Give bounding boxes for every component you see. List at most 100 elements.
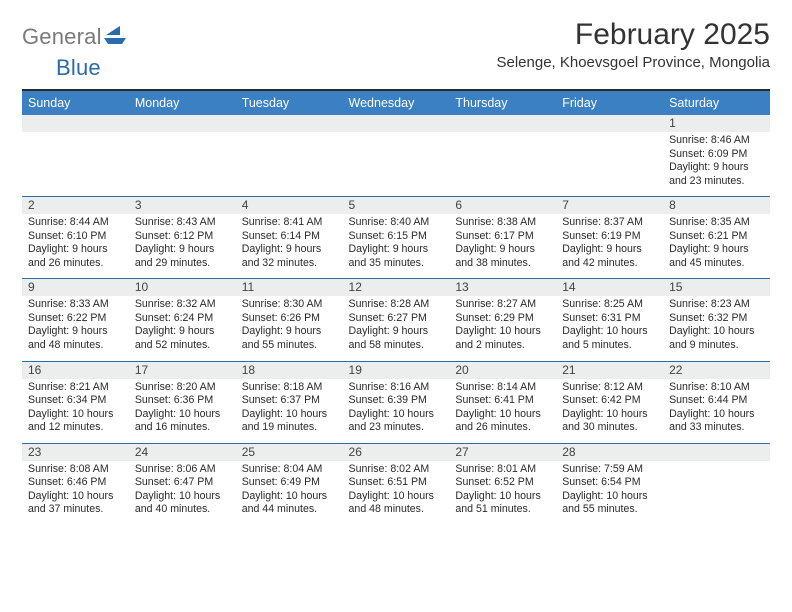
day-number: 17 [129, 362, 236, 379]
day-body [556, 132, 663, 192]
day-number: 5 [343, 197, 450, 214]
sunset-text: Sunset: 6:21 PM [669, 230, 764, 244]
day-cell: 28Sunrise: 7:59 AMSunset: 6:54 PMDayligh… [556, 443, 663, 525]
sunset-text: Sunset: 6:09 PM [669, 148, 764, 162]
day-number: 25 [236, 444, 343, 461]
day-cell: 10Sunrise: 8:32 AMSunset: 6:24 PMDayligh… [129, 279, 236, 361]
sunset-text: Sunset: 6:52 PM [455, 476, 550, 490]
day-body: Sunrise: 8:21 AMSunset: 6:34 PMDaylight:… [22, 379, 129, 443]
day-cell: 26Sunrise: 8:02 AMSunset: 6:51 PMDayligh… [343, 443, 450, 525]
day-cell: 23Sunrise: 8:08 AMSunset: 6:46 PMDayligh… [22, 443, 129, 525]
brand-general: General [22, 24, 102, 50]
month-title: February 2025 [496, 18, 770, 52]
day-body: Sunrise: 8:23 AMSunset: 6:32 PMDaylight:… [663, 296, 770, 360]
daylight-text: Daylight: 10 hours and 51 minutes. [455, 490, 550, 517]
day-cell [449, 115, 556, 197]
daylight-text: Daylight: 9 hours and 55 minutes. [242, 325, 337, 352]
day-cell: 15Sunrise: 8:23 AMSunset: 6:32 PMDayligh… [663, 279, 770, 361]
day-number [449, 115, 556, 132]
sunrise-text: Sunrise: 8:35 AM [669, 216, 764, 230]
day-body: Sunrise: 8:08 AMSunset: 6:46 PMDaylight:… [22, 461, 129, 525]
day-body: Sunrise: 8:04 AMSunset: 6:49 PMDaylight:… [236, 461, 343, 525]
sunset-text: Sunset: 6:36 PM [135, 394, 230, 408]
daylight-text: Daylight: 10 hours and 9 minutes. [669, 325, 764, 352]
day-cell [236, 115, 343, 197]
daylight-text: Daylight: 9 hours and 42 minutes. [562, 243, 657, 270]
daylight-text: Daylight: 9 hours and 58 minutes. [349, 325, 444, 352]
sunrise-text: Sunrise: 8:01 AM [455, 463, 550, 477]
daylight-text: Daylight: 10 hours and 5 minutes. [562, 325, 657, 352]
sunrise-text: Sunrise: 8:37 AM [562, 216, 657, 230]
dow-thursday: Thursday [449, 91, 556, 115]
sunset-text: Sunset: 6:15 PM [349, 230, 444, 244]
day-cell: 6Sunrise: 8:38 AMSunset: 6:17 PMDaylight… [449, 197, 556, 279]
day-cell: 13Sunrise: 8:27 AMSunset: 6:29 PMDayligh… [449, 279, 556, 361]
day-number: 24 [129, 444, 236, 461]
dow-tuesday: Tuesday [236, 91, 343, 115]
day-cell: 25Sunrise: 8:04 AMSunset: 6:49 PMDayligh… [236, 443, 343, 525]
day-body: Sunrise: 8:12 AMSunset: 6:42 PMDaylight:… [556, 379, 663, 443]
day-cell: 7Sunrise: 8:37 AMSunset: 6:19 PMDaylight… [556, 197, 663, 279]
sunrise-text: Sunrise: 8:20 AM [135, 381, 230, 395]
day-body: Sunrise: 8:01 AMSunset: 6:52 PMDaylight:… [449, 461, 556, 525]
day-number: 9 [22, 279, 129, 296]
daylight-text: Daylight: 10 hours and 16 minutes. [135, 408, 230, 435]
daylight-text: Daylight: 9 hours and 29 minutes. [135, 243, 230, 270]
day-body: Sunrise: 8:32 AMSunset: 6:24 PMDaylight:… [129, 296, 236, 360]
sunset-text: Sunset: 6:42 PM [562, 394, 657, 408]
day-body: Sunrise: 8:18 AMSunset: 6:37 PMDaylight:… [236, 379, 343, 443]
sunset-text: Sunset: 6:22 PM [28, 312, 123, 326]
sunrise-text: Sunrise: 8:28 AM [349, 298, 444, 312]
day-body: Sunrise: 8:10 AMSunset: 6:44 PMDaylight:… [663, 379, 770, 443]
brand-blue: Blue [56, 55, 101, 81]
daylight-text: Daylight: 10 hours and 12 minutes. [28, 408, 123, 435]
sunrise-text: Sunrise: 8:14 AM [455, 381, 550, 395]
daylight-text: Daylight: 10 hours and 26 minutes. [455, 408, 550, 435]
day-number: 28 [556, 444, 663, 461]
day-cell [22, 115, 129, 197]
day-number: 16 [22, 362, 129, 379]
daylight-text: Daylight: 10 hours and 48 minutes. [349, 490, 444, 517]
day-body [22, 132, 129, 192]
calendar-body: 1Sunrise: 8:46 AMSunset: 6:09 PMDaylight… [22, 115, 770, 525]
day-cell: 4Sunrise: 8:41 AMSunset: 6:14 PMDaylight… [236, 197, 343, 279]
day-body: Sunrise: 8:43 AMSunset: 6:12 PMDaylight:… [129, 214, 236, 278]
sunset-text: Sunset: 6:34 PM [28, 394, 123, 408]
sunrise-text: Sunrise: 8:38 AM [455, 216, 550, 230]
daylight-text: Daylight: 10 hours and 55 minutes. [562, 490, 657, 517]
day-number: 1 [663, 115, 770, 132]
daylight-text: Daylight: 10 hours and 23 minutes. [349, 408, 444, 435]
day-cell: 12Sunrise: 8:28 AMSunset: 6:27 PMDayligh… [343, 279, 450, 361]
day-body: Sunrise: 8:02 AMSunset: 6:51 PMDaylight:… [343, 461, 450, 525]
day-cell: 19Sunrise: 8:16 AMSunset: 6:39 PMDayligh… [343, 361, 450, 443]
sunrise-text: Sunrise: 8:44 AM [28, 216, 123, 230]
day-body: Sunrise: 8:38 AMSunset: 6:17 PMDaylight:… [449, 214, 556, 278]
day-number: 21 [556, 362, 663, 379]
sunrise-text: Sunrise: 8:33 AM [28, 298, 123, 312]
day-body: Sunrise: 8:44 AMSunset: 6:10 PMDaylight:… [22, 214, 129, 278]
day-number: 15 [663, 279, 770, 296]
day-body: Sunrise: 8:35 AMSunset: 6:21 PMDaylight:… [663, 214, 770, 278]
sunset-text: Sunset: 6:12 PM [135, 230, 230, 244]
day-body [236, 132, 343, 192]
day-body: Sunrise: 8:28 AMSunset: 6:27 PMDaylight:… [343, 296, 450, 360]
day-cell: 11Sunrise: 8:30 AMSunset: 6:26 PMDayligh… [236, 279, 343, 361]
day-body: Sunrise: 8:16 AMSunset: 6:39 PMDaylight:… [343, 379, 450, 443]
day-number: 4 [236, 197, 343, 214]
day-body [343, 132, 450, 192]
day-body: Sunrise: 8:30 AMSunset: 6:26 PMDaylight:… [236, 296, 343, 360]
sunrise-text: Sunrise: 8:41 AM [242, 216, 337, 230]
sunset-text: Sunset: 6:39 PM [349, 394, 444, 408]
day-number: 6 [449, 197, 556, 214]
sunset-text: Sunset: 6:37 PM [242, 394, 337, 408]
sunrise-text: Sunrise: 8:18 AM [242, 381, 337, 395]
day-cell: 8Sunrise: 8:35 AMSunset: 6:21 PMDaylight… [663, 197, 770, 279]
day-cell: 9Sunrise: 8:33 AMSunset: 6:22 PMDaylight… [22, 279, 129, 361]
day-number [22, 115, 129, 132]
daylight-text: Daylight: 9 hours and 23 minutes. [669, 161, 764, 188]
sunrise-text: Sunrise: 8:16 AM [349, 381, 444, 395]
sunset-text: Sunset: 6:32 PM [669, 312, 764, 326]
sunset-text: Sunset: 6:24 PM [135, 312, 230, 326]
day-cell: 3Sunrise: 8:43 AMSunset: 6:12 PMDaylight… [129, 197, 236, 279]
day-body: Sunrise: 8:27 AMSunset: 6:29 PMDaylight:… [449, 296, 556, 360]
